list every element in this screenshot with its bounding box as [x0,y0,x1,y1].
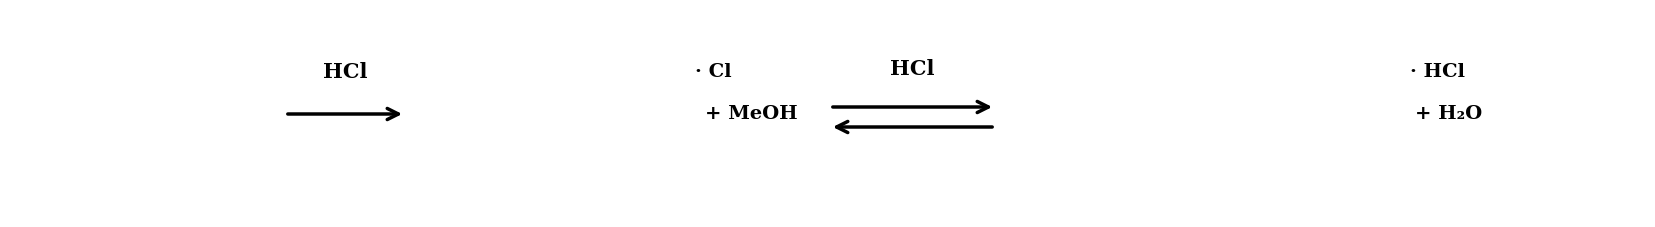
Text: HCl: HCl [323,62,367,82]
Text: · Cl: · Cl [695,63,732,81]
Text: · HCl: · HCl [1410,63,1465,81]
Text: + H₂O: + H₂O [1415,105,1483,123]
Text: HCl: HCl [890,59,935,79]
Text: + MeOH: + MeOH [705,105,798,123]
